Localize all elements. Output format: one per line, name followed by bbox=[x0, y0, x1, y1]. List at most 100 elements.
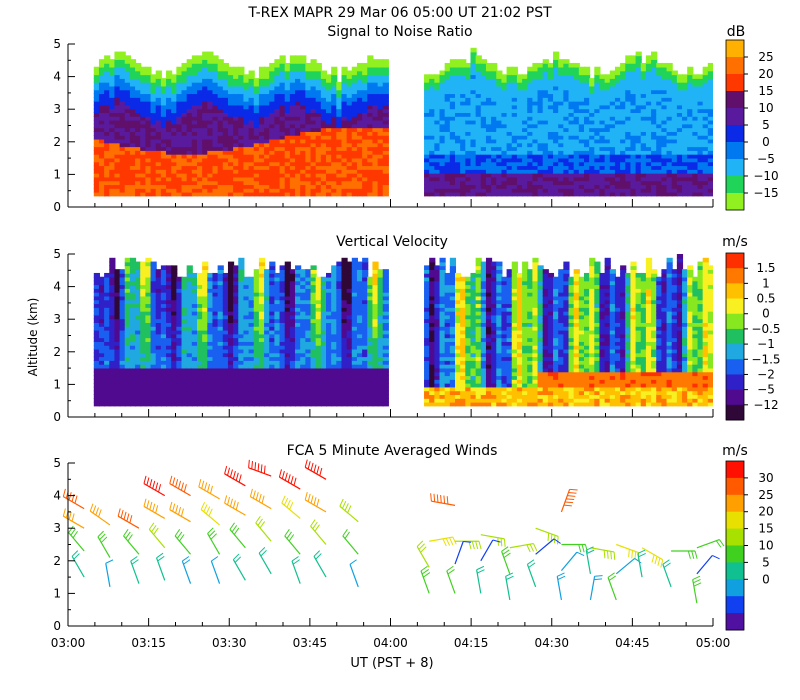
snr-cell bbox=[305, 134, 312, 140]
vv-cell bbox=[227, 318, 235, 324]
snr-cell bbox=[372, 81, 379, 87]
snr-cell bbox=[212, 188, 219, 193]
snr-cell bbox=[491, 66, 498, 72]
snr-cell bbox=[176, 89, 183, 95]
snr-cell bbox=[351, 138, 358, 144]
snr-cell bbox=[150, 123, 157, 129]
snr-cell bbox=[506, 112, 513, 117]
snr-cell bbox=[589, 108, 596, 114]
snr-cell bbox=[367, 123, 374, 129]
snr-cell bbox=[439, 172, 446, 178]
vv-cell bbox=[140, 360, 147, 365]
snr-cell bbox=[542, 169, 549, 174]
snr-cell bbox=[455, 191, 462, 197]
snr-cell bbox=[336, 188, 343, 193]
vv-cell bbox=[109, 360, 116, 365]
vv-cell bbox=[140, 291, 147, 297]
snr-cell bbox=[485, 62, 493, 68]
snr-cell bbox=[382, 169, 389, 174]
snr-cell bbox=[630, 81, 637, 87]
snr-cell bbox=[645, 157, 653, 163]
vv-cell bbox=[160, 303, 168, 308]
snr-cell bbox=[140, 85, 147, 91]
vv-cell bbox=[145, 265, 152, 270]
vv-cell bbox=[197, 337, 204, 342]
snr-cell bbox=[104, 108, 111, 114]
snr-cell bbox=[563, 165, 570, 170]
snr-cell bbox=[614, 184, 622, 189]
vv-cell bbox=[166, 307, 173, 312]
vv-cell bbox=[150, 356, 157, 361]
snr-cell bbox=[480, 119, 487, 125]
vv-cell bbox=[181, 382, 188, 388]
snr-cell bbox=[470, 172, 477, 178]
snr-cell bbox=[578, 85, 586, 91]
snr-cell bbox=[527, 134, 534, 140]
snr-cell bbox=[346, 157, 353, 163]
vv-cell bbox=[202, 356, 209, 361]
vv-cell bbox=[124, 348, 131, 354]
snr-cell bbox=[305, 66, 312, 72]
snr-cell bbox=[475, 104, 482, 110]
vv-cell bbox=[191, 379, 199, 384]
snr-cell bbox=[367, 55, 374, 60]
snr-cell bbox=[140, 176, 147, 182]
snr-cell bbox=[274, 59, 281, 64]
colorbar-swatch bbox=[726, 108, 744, 126]
vv-cell bbox=[160, 390, 168, 396]
snr-cell bbox=[362, 119, 369, 125]
snr-cell bbox=[166, 119, 173, 125]
snr-cell bbox=[315, 180, 322, 186]
snr-cell bbox=[702, 138, 709, 144]
snr-cell bbox=[465, 157, 472, 163]
snr-cell bbox=[506, 131, 513, 136]
snr-cell bbox=[238, 70, 245, 76]
vv-cell bbox=[171, 401, 178, 407]
snr-cell bbox=[485, 116, 493, 121]
snr-cell bbox=[119, 146, 126, 151]
snr-cell bbox=[491, 131, 498, 136]
snr-cell bbox=[129, 119, 137, 125]
vv-cell bbox=[217, 360, 224, 365]
snr-cell bbox=[630, 70, 637, 76]
snr-cell bbox=[522, 180, 529, 186]
snr-cell bbox=[212, 70, 219, 76]
vv-cell bbox=[160, 329, 168, 335]
snr-cell bbox=[191, 55, 199, 60]
snr-cell bbox=[496, 127, 503, 132]
snr-cell bbox=[682, 89, 689, 95]
snr-cell bbox=[351, 131, 358, 136]
snr-cell bbox=[253, 142, 260, 148]
snr-cell bbox=[558, 180, 565, 186]
snr-cell bbox=[279, 116, 286, 121]
snr-cell bbox=[129, 165, 137, 170]
snr-cell bbox=[470, 74, 477, 79]
snr-cell bbox=[140, 97, 147, 102]
vv-cell bbox=[155, 375, 162, 380]
snr-cell bbox=[671, 127, 678, 132]
snr-cell bbox=[140, 116, 147, 121]
snr-cell bbox=[671, 172, 678, 178]
snr-cell bbox=[645, 172, 653, 178]
vv-cell bbox=[93, 390, 100, 396]
vv-cell bbox=[207, 356, 214, 361]
snr-cell bbox=[326, 153, 333, 159]
snr-cell bbox=[346, 119, 353, 125]
vv-cell bbox=[197, 379, 204, 384]
vv-cell bbox=[181, 314, 188, 320]
vv-cell bbox=[166, 394, 173, 399]
snr-cell bbox=[351, 127, 358, 132]
snr-cell bbox=[202, 146, 209, 151]
vv-cell bbox=[160, 291, 168, 297]
snr-cell bbox=[274, 138, 281, 144]
snr-cell bbox=[527, 161, 534, 167]
snr-cell bbox=[547, 93, 555, 98]
snr-cell bbox=[377, 127, 384, 132]
snr-cell bbox=[155, 180, 162, 186]
snr-cell bbox=[449, 97, 457, 102]
vv-cell bbox=[207, 386, 214, 392]
snr-cell bbox=[238, 153, 245, 159]
snr-cell bbox=[377, 108, 384, 114]
snr-cell bbox=[341, 188, 348, 193]
